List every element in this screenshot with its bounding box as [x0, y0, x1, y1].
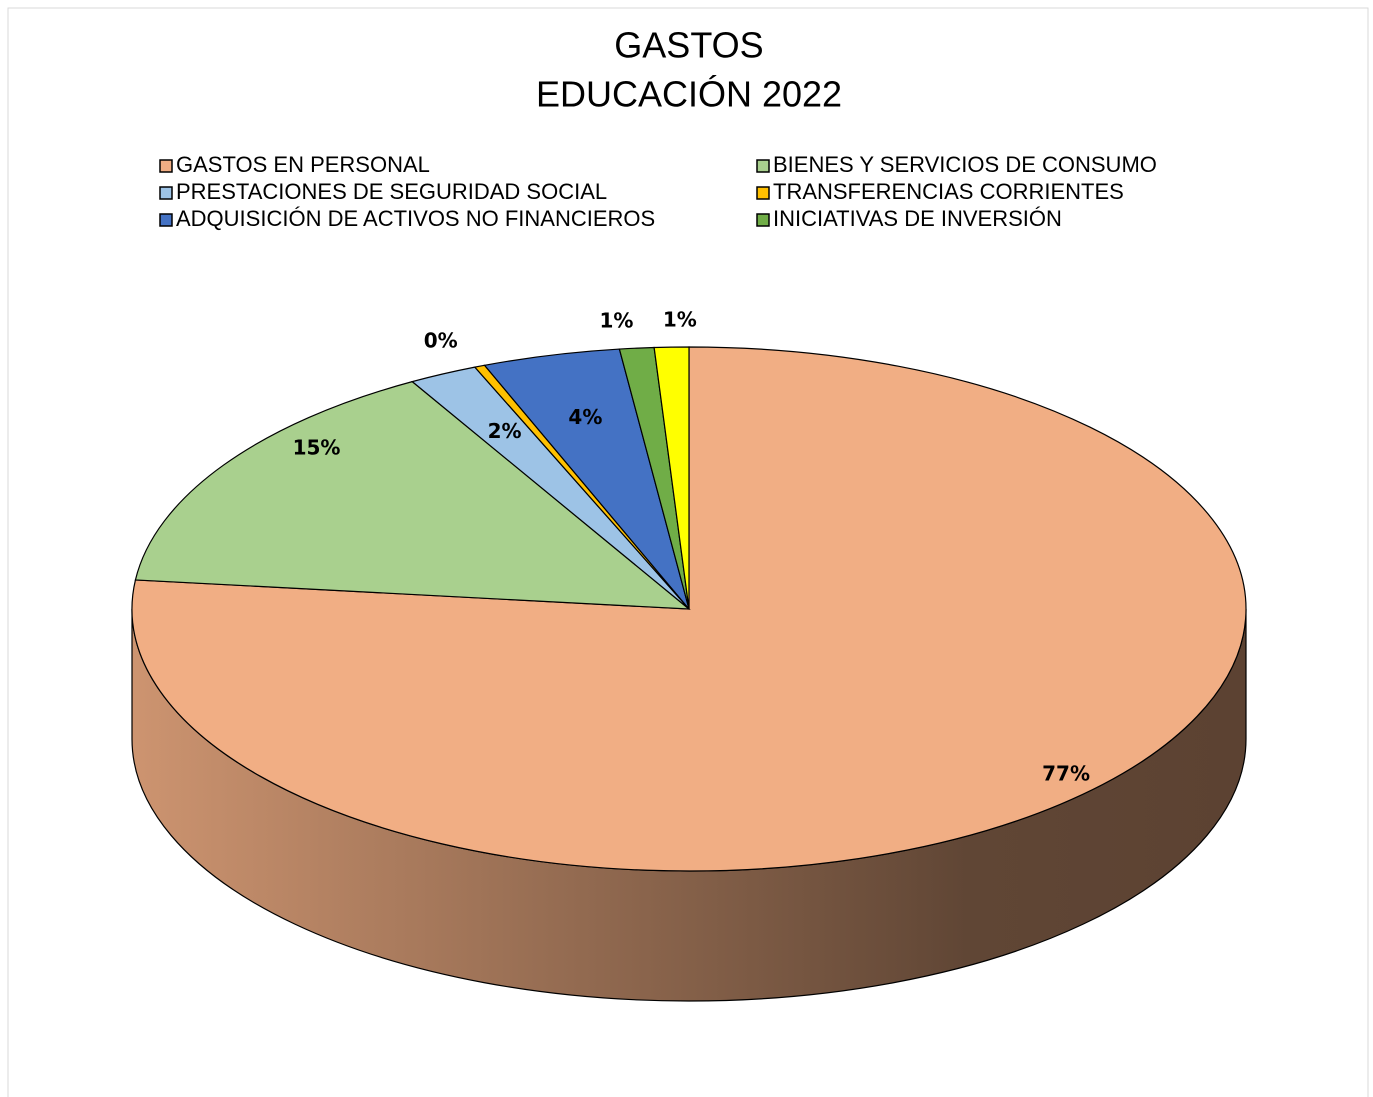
data-label: 4%	[568, 405, 602, 429]
legend-label: PRESTACIONES DE SEGURIDAD SOCIAL	[176, 179, 607, 204]
legend-swatch	[159, 186, 173, 200]
slice	[134, 380, 691, 610]
legend-label: ADQUISICIÓN DE ACTIVOS NO FINANCIEROS	[176, 206, 655, 231]
legend-label: TRANSFERENCIAS CORRIENTES	[773, 179, 1124, 204]
chart-title: GASTOS	[614, 25, 763, 66]
data-label: 1%	[600, 309, 634, 333]
data-label: 0%	[424, 328, 458, 352]
legend-swatch	[159, 213, 173, 227]
chart-title: EDUCACIÓN 2022	[536, 74, 842, 115]
data-label: 1%	[663, 307, 697, 331]
data-label: 77%	[1042, 762, 1090, 786]
legend-swatch	[159, 159, 173, 173]
slice	[131, 346, 1247, 872]
legend-label: BIENES Y SERVICIOS DE CONSUMO	[773, 152, 1157, 177]
data-label: 15%	[293, 435, 341, 459]
legend-label: GASTOS EN PERSONAL	[176, 152, 430, 177]
legend-swatch	[756, 186, 770, 200]
legend-swatch	[756, 213, 770, 227]
legend-label: INICIATIVAS DE INVERSIÓN	[773, 206, 1062, 231]
data-label: 2%	[488, 419, 522, 443]
legend-swatch	[756, 159, 770, 173]
slice	[653, 346, 690, 610]
